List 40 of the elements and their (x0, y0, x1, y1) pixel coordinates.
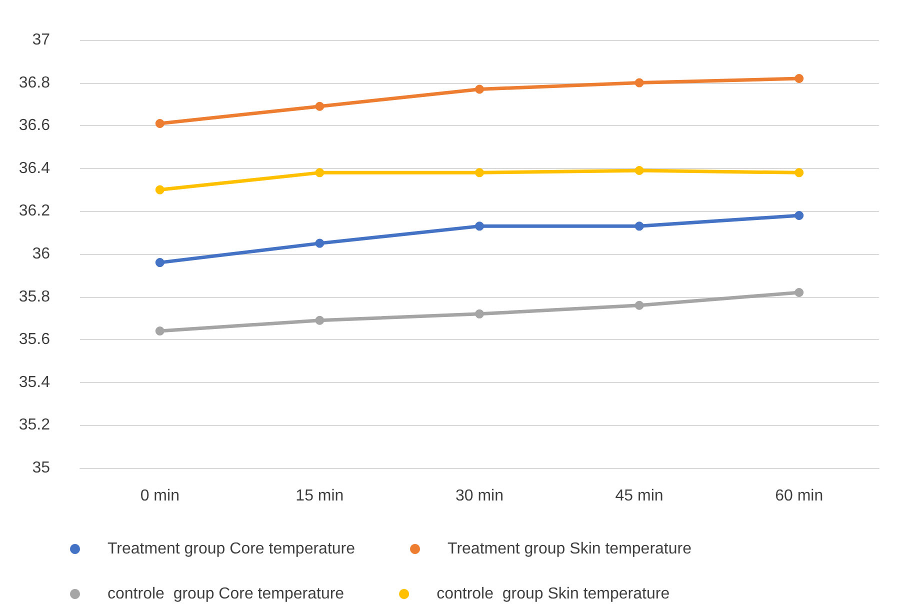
y-tick-label: 36.8 (18, 74, 50, 92)
legend-label: controle group Core temperature (108, 586, 344, 602)
point (634, 300, 644, 310)
point (794, 288, 804, 298)
y-tick-label: 35.2 (18, 416, 50, 434)
point (794, 74, 804, 84)
point (475, 84, 484, 94)
x-tick-label: 60 min (775, 488, 824, 504)
x-tick-label: 0 min (140, 488, 180, 504)
y-tick-label: 35.6 (18, 331, 50, 348)
point (315, 102, 324, 111)
legend-label: Treatment group Skin temperature (448, 540, 692, 558)
point (794, 210, 804, 220)
point (475, 222, 484, 231)
x-tick-label: 30 min (455, 488, 504, 504)
point (155, 185, 164, 194)
y-tick-label: 36 (32, 246, 50, 262)
point (634, 222, 644, 231)
x-tick-label: 45 min (615, 488, 664, 504)
point (475, 309, 484, 318)
y-tick-label: 35 (32, 460, 50, 476)
point (155, 118, 164, 128)
point (155, 258, 164, 268)
point (315, 238, 324, 248)
legend-label: controle group Skin temperature (436, 586, 670, 602)
point (475, 168, 484, 178)
y-tick-label: 37 (32, 32, 50, 48)
point (634, 166, 644, 176)
y-tick-label: 35.4 (18, 374, 50, 391)
y-tick-label: 35.8 (18, 288, 50, 306)
point (794, 168, 804, 178)
legend-label: Treatment group Core temperature (108, 540, 356, 558)
x-tick-label: 15 min (296, 488, 344, 504)
point (315, 316, 324, 325)
y-tick-label: 36.6 (18, 117, 50, 134)
point (315, 168, 324, 178)
y-tick-label: 36.4 (18, 160, 50, 177)
y-tick-label: 36.2 (18, 202, 50, 220)
point (155, 326, 164, 336)
point (634, 78, 644, 88)
